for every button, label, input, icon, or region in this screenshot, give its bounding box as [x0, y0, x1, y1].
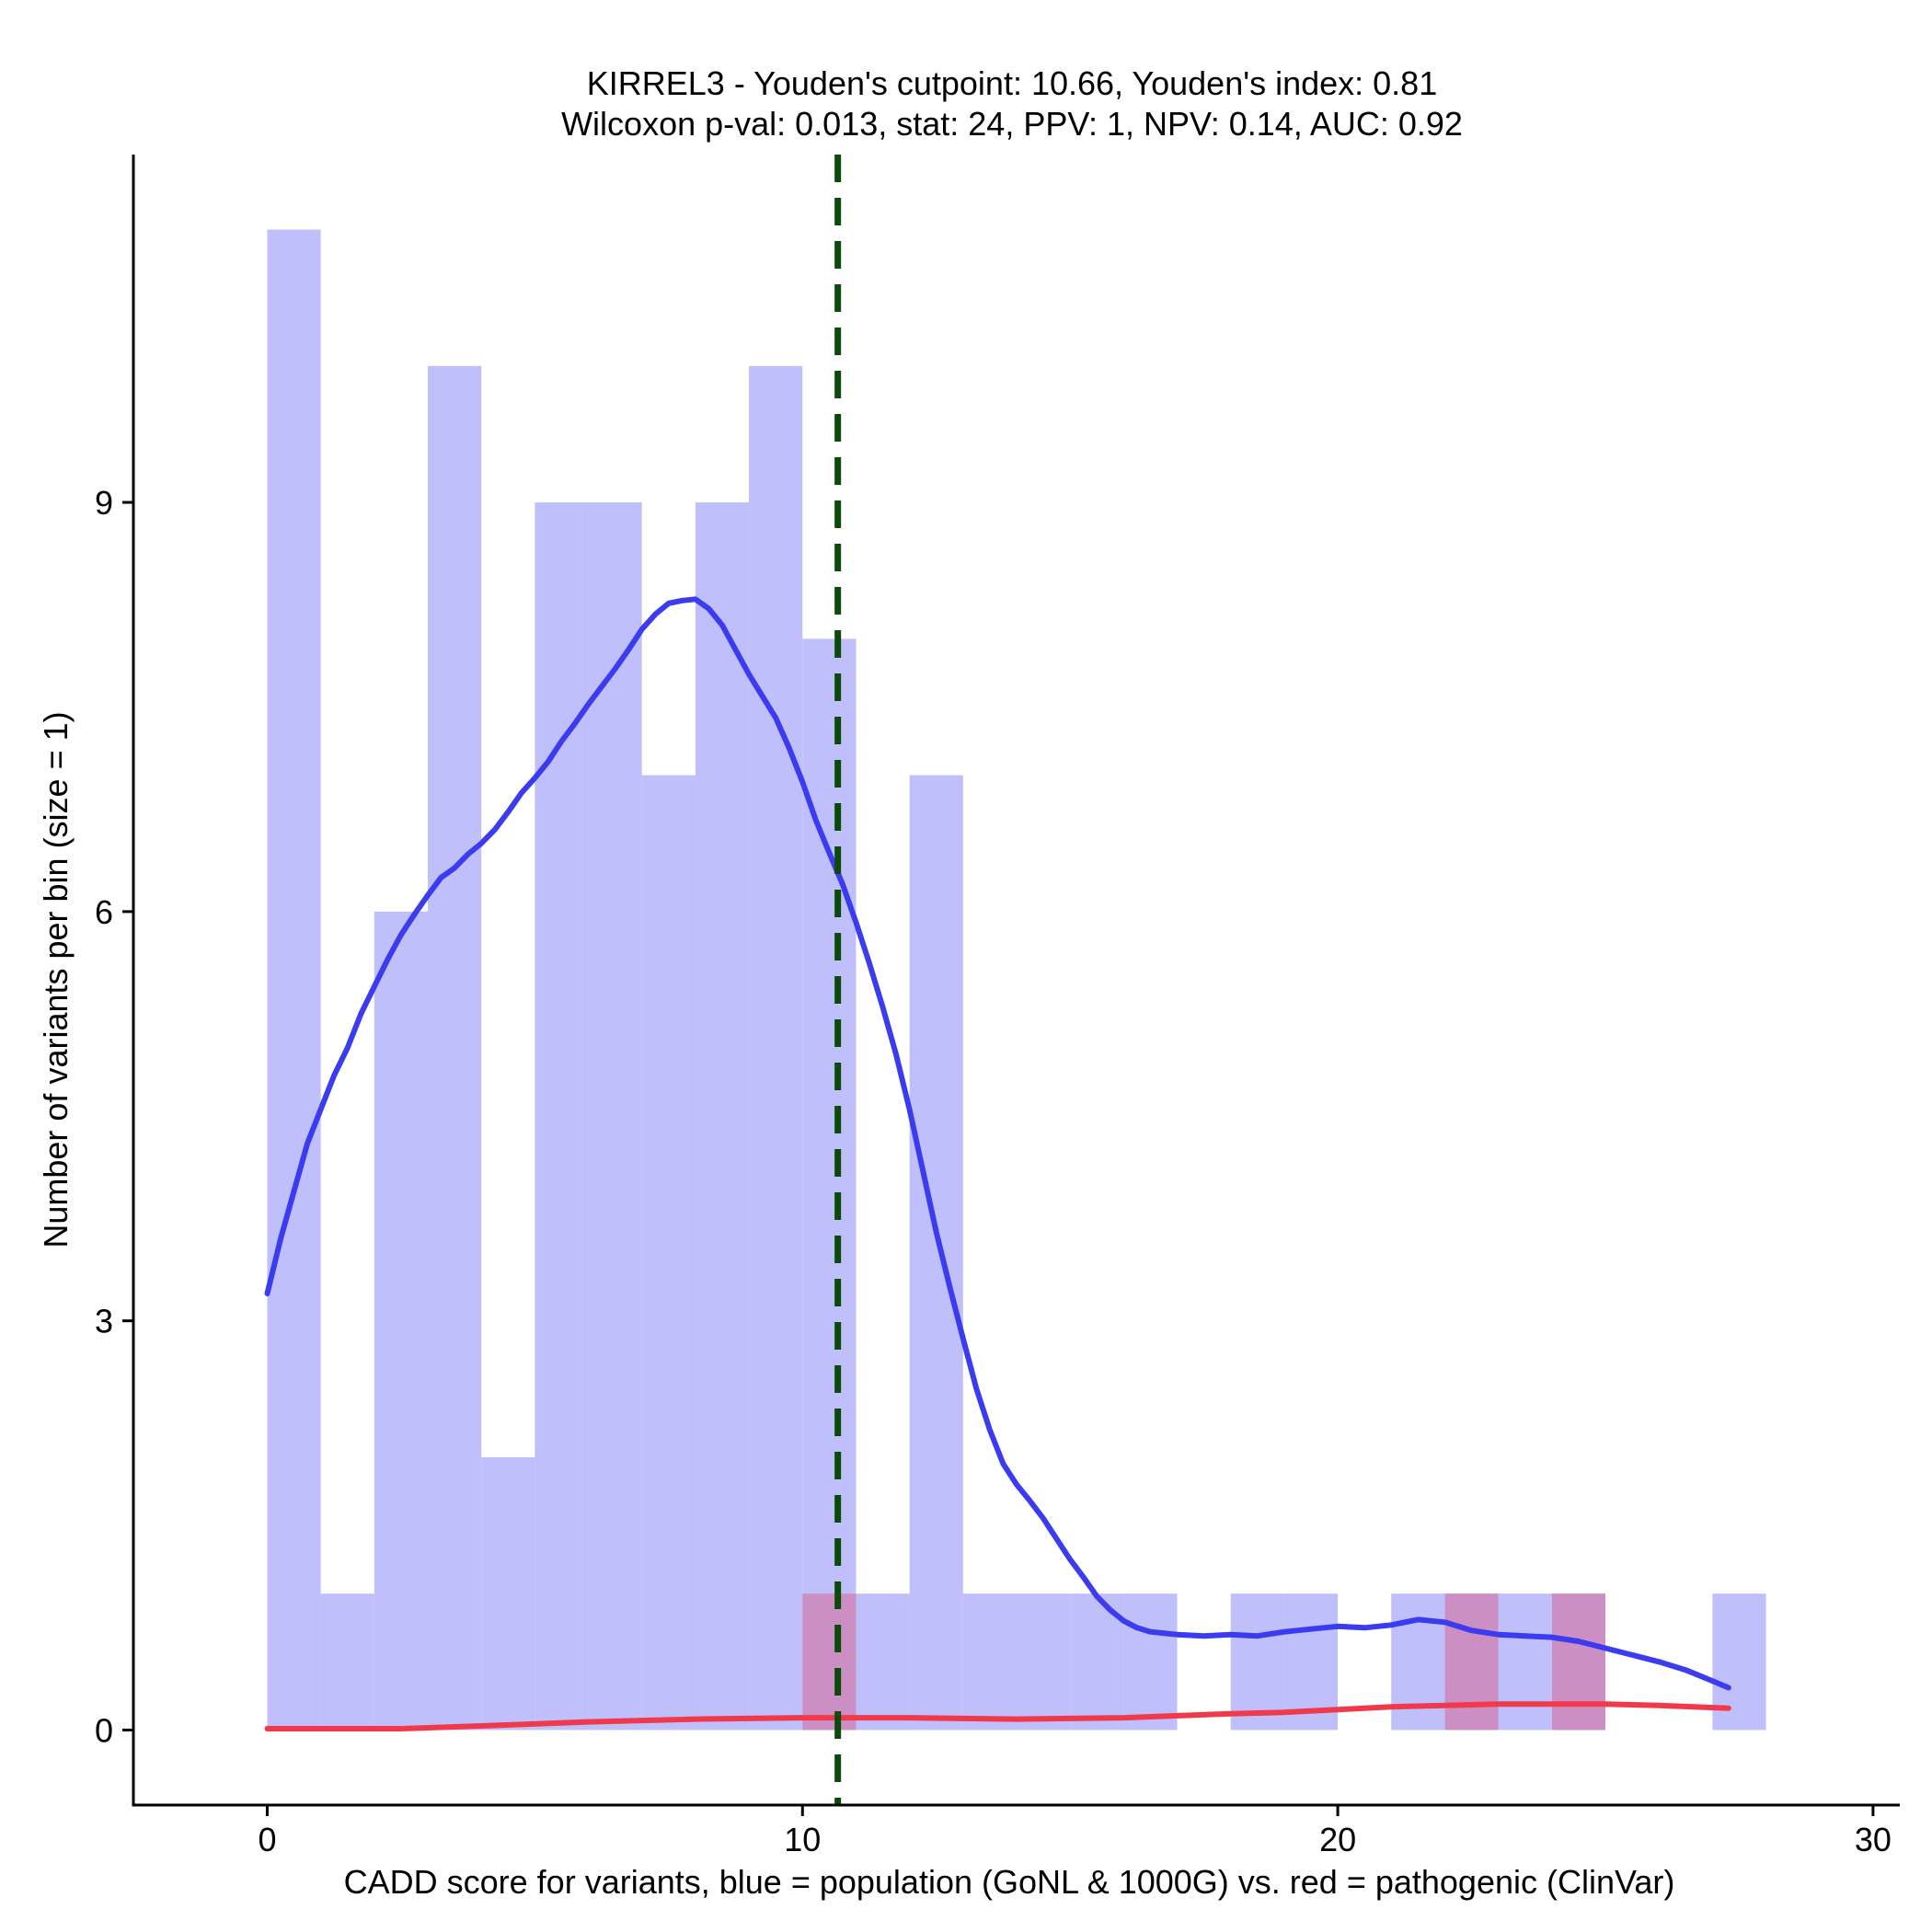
population-bar — [374, 911, 428, 1731]
population-bar — [535, 502, 589, 1731]
population-bar — [909, 775, 963, 1731]
population-bar — [320, 1593, 374, 1731]
population-density-curve — [264, 596, 1731, 1691]
y-ticks: 0 3 6 9 — [95, 484, 133, 1749]
population-bars — [267, 229, 1766, 1731]
pathogenic-density-curve — [264, 1701, 1731, 1731]
y-axis-label: Number of variants per bin (size = 1) — [37, 711, 75, 1248]
chart-title-line-1: KIRREL3 - Youden's cutpoint: 10.66, Youd… — [587, 64, 1437, 102]
x-tick-label: 20 — [1319, 1821, 1356, 1858]
population-bar — [1391, 1593, 1445, 1731]
population-bar — [962, 1593, 1017, 1731]
population-bar — [588, 502, 642, 1731]
x-tick-label: 0 — [258, 1821, 276, 1858]
population-bar — [695, 502, 750, 1731]
x-tick-label: 10 — [784, 1821, 821, 1858]
population-bar — [749, 365, 803, 1731]
y-tick-label: 9 — [95, 484, 113, 522]
population-bar — [267, 229, 321, 1731]
x-ticks: 0 10 20 30 — [258, 1805, 1892, 1858]
pathogenic-bar — [1551, 1593, 1605, 1731]
pathogenic-bar — [802, 1593, 857, 1731]
population-bar — [802, 638, 857, 1731]
population-bar — [1017, 1593, 1071, 1731]
y-tick-label: 0 — [95, 1711, 113, 1749]
density-curves — [264, 596, 1731, 1731]
population-bar — [1498, 1593, 1552, 1731]
y-tick-label: 6 — [95, 893, 113, 931]
population-bar — [641, 775, 696, 1731]
population-bar — [481, 1456, 535, 1731]
x-tick-label: 30 — [1855, 1821, 1892, 1858]
x-axis-label: CADD score for variants, blue = populati… — [344, 1863, 1675, 1901]
population-bar — [428, 365, 482, 1731]
population-bar — [1123, 1593, 1178, 1731]
y-tick-label: 3 — [95, 1303, 113, 1340]
pathogenic-bar — [1444, 1593, 1499, 1731]
population-bar — [856, 1593, 910, 1731]
population-bar — [1230, 1593, 1284, 1731]
chart-title-line-2: Wilcoxon p-val: 0.013, stat: 24, PPV: 1,… — [561, 105, 1463, 143]
